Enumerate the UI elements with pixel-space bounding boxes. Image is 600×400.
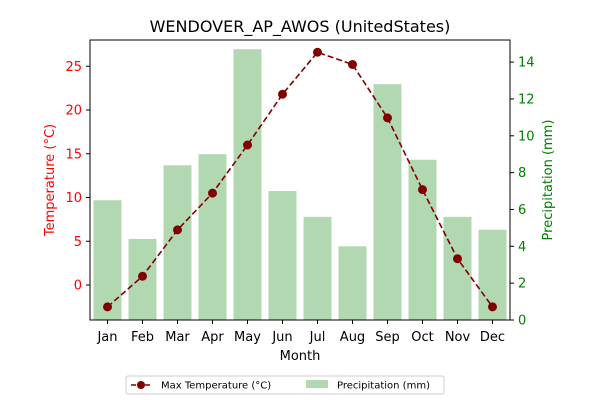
temperature-point [138, 271, 147, 281]
right-y-tick-label: 6 [518, 203, 526, 218]
precipitation-bar [93, 200, 122, 320]
precipitation-bar [268, 191, 297, 320]
precipitation-bar [373, 84, 402, 320]
x-tick-label: Sep [375, 330, 400, 345]
precipitation-bar [408, 159, 437, 320]
x-tick-label: Jun [271, 330, 292, 345]
temperature-point [243, 140, 252, 150]
left-y-tick-label: 5 [74, 235, 82, 250]
precipitation-bar [163, 165, 192, 320]
legend-entry-temperature: Max Temperature (°C) [161, 381, 271, 392]
right-y-tick-label: 0 [518, 314, 526, 329]
legend-frame [125, 375, 445, 395]
temperature-point [208, 188, 217, 198]
left-y-tick-label: 10 [65, 191, 82, 206]
left-y-tick-label: 0 [74, 279, 82, 294]
temperature-point [383, 113, 392, 123]
right-y-tick-label: 14 [518, 56, 535, 71]
left-y-tick-label: 25 [65, 60, 82, 75]
left-y-tick-label: 20 [65, 104, 82, 119]
legend-bar-swatch [306, 380, 328, 388]
x-tick-label: Aug [340, 330, 365, 345]
x-tick-label: Apr [201, 330, 224, 345]
precipitation-bar [338, 246, 367, 320]
x-tick-label: Jul [309, 330, 326, 345]
x-tick-label: Dec [480, 330, 505, 345]
temperature-point [348, 60, 357, 69]
legend-entry-precipitation: Precipitation (mm) [337, 381, 430, 392]
x-tick-label: Mar [165, 330, 190, 345]
temperature-point [278, 89, 287, 99]
chart-title: WENDOVER_AP_AWOS (UnitedStates) [150, 17, 451, 37]
right-y-tick-label: 4 [518, 240, 526, 255]
temperature-point [488, 302, 497, 312]
precipitation-bar [303, 216, 332, 320]
x-tick-label: Jan [96, 330, 117, 345]
temperature-point [418, 185, 427, 195]
legend-marker-swatch [137, 381, 145, 389]
legend: Max Temperature (°C) Precipitation (mm) [125, 375, 445, 395]
x-tick-label: Oct [411, 330, 433, 345]
x-axis-label: Month [280, 349, 321, 364]
temperature-point [173, 225, 182, 235]
temperature-line [106, 51, 494, 308]
x-tick-label: Feb [131, 330, 154, 345]
precipitation-bar [443, 216, 472, 320]
temperature-point [453, 254, 462, 264]
right-y-axis-label: Precipitation (mm) [541, 120, 556, 241]
plot-frame [89, 39, 511, 321]
precipitation-bar [233, 49, 262, 321]
temperature-point [103, 302, 112, 312]
right-y-tick-label: 10 [518, 129, 535, 144]
x-tick-label: Nov [445, 330, 471, 345]
right-y-tick-label: 2 [518, 277, 526, 292]
precipitation-bar [198, 154, 227, 320]
right-y-tick-label: 12 [518, 92, 535, 107]
left-y-axis-label: Temperature (°C) [43, 124, 58, 237]
plot-area: Jan Feb Mar Apr May Jun Jul Aug Sep Oct Nov Dec 0 5 10… [65, 39, 535, 345]
right-y-tick-label: 8 [518, 166, 526, 181]
left-y-tick-label: 15 [65, 147, 82, 162]
x-tick-label: May [234, 330, 261, 345]
temperature-point [313, 47, 322, 57]
